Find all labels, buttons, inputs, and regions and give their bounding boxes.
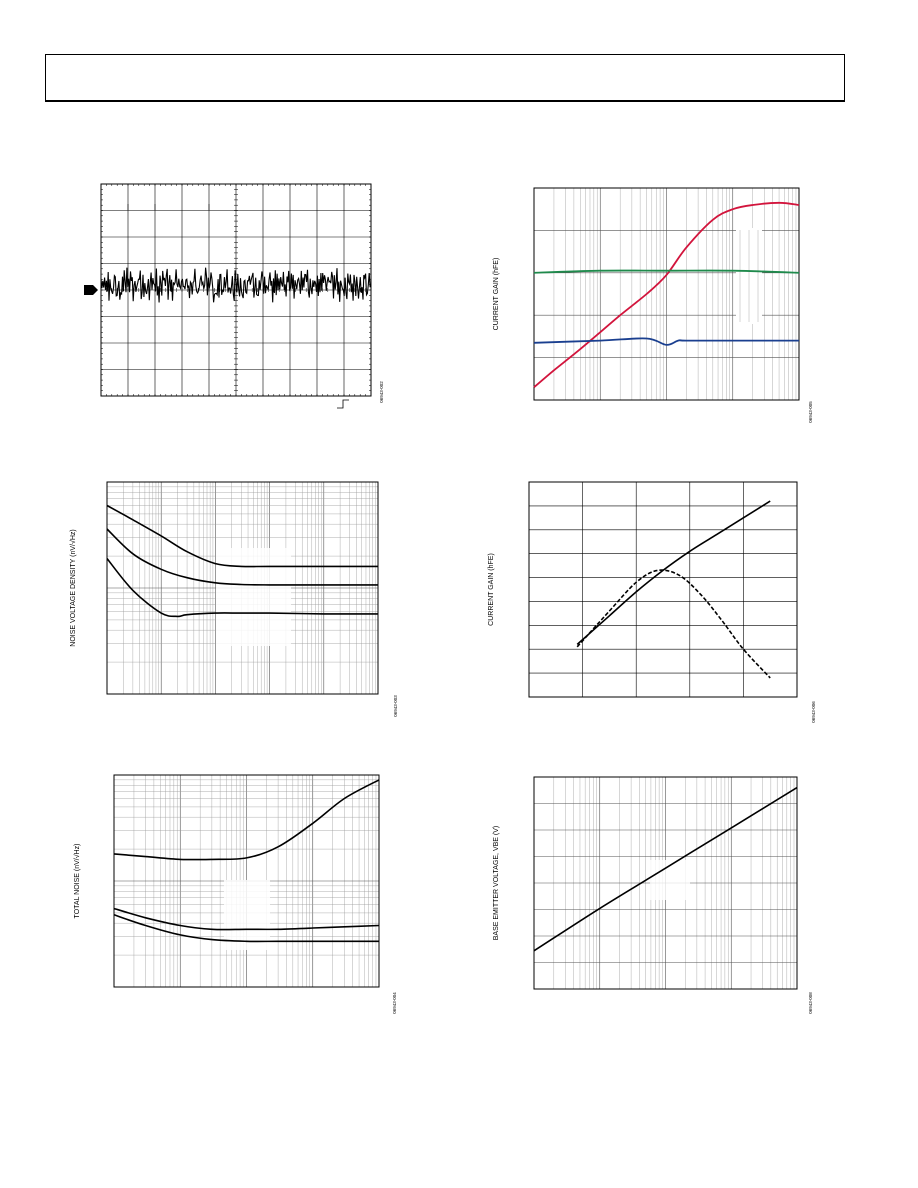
chart-noise-scope: 06943-002 <box>84 183 384 409</box>
plot-frame <box>533 187 800 401</box>
plot-frame <box>533 776 798 990</box>
page-header-box <box>45 54 845 102</box>
legend-blank-area <box>650 860 690 900</box>
plot-frame <box>106 481 379 695</box>
series-line-1 <box>533 786 798 952</box>
series-line-1 <box>576 500 771 646</box>
legend-blank-area <box>216 548 291 646</box>
chart-current-gain-vs-temperature: CURRENT GAIN (hFE) 06943-006 <box>488 481 816 723</box>
y-axis-label: NOISE VOLTAGE DENSITY (nV/√Hz) <box>69 529 77 646</box>
figure-number: 06943-003 <box>393 695 398 717</box>
y-axis-label: TOTAL NOISE (nV/√Hz) <box>73 844 81 919</box>
figure-number: 06943-006 <box>811 701 816 723</box>
y-axis-label: CURRENT GAIN (hFE) <box>488 553 495 626</box>
series-line-2 <box>576 569 771 679</box>
y-axis-label: BASE EMITTER VOLTAGE, VBE (V) <box>493 826 500 941</box>
series-line-1 <box>533 201 800 388</box>
series-line-2 <box>533 269 800 274</box>
series-line-1 <box>106 504 378 568</box>
channel-ground-marker <box>84 285 98 295</box>
series-line-3 <box>113 914 379 943</box>
noise-trace <box>100 267 372 303</box>
series-line-1 <box>113 779 380 861</box>
figure-number: 06943-004 <box>392 992 397 1014</box>
figure-number: 06943-005 <box>808 401 813 423</box>
series-line-3 <box>533 337 799 346</box>
figure-number: 06943-002 <box>379 381 384 403</box>
series-line-2 <box>106 528 378 586</box>
legend-blank-area <box>224 880 270 950</box>
plot-frame <box>100 183 372 397</box>
figure-number: 06943-008 <box>808 992 813 1014</box>
plot-frame <box>528 481 798 698</box>
trigger-marker <box>337 399 349 409</box>
series-line-3 <box>106 557 379 618</box>
plot-frame <box>113 774 380 988</box>
chart-current-gain-vs-collector-current: CURRENT GAIN (hFE) 06943-005 <box>493 187 813 423</box>
chart-total-noise: TOTAL NOISE (nV/√Hz) 06943-004 <box>73 774 397 1014</box>
series-line-2 <box>113 907 380 931</box>
y-axis-label: CURRENT GAIN (hFE) <box>493 258 500 331</box>
chart-noise-voltage-density: NOISE VOLTAGE DENSITY (nV/√Hz) 06943-003 <box>69 481 398 717</box>
chart-base-emitter-voltage: BASE EMITTER VOLTAGE, VBE (V) 06943-008 <box>493 776 813 1014</box>
